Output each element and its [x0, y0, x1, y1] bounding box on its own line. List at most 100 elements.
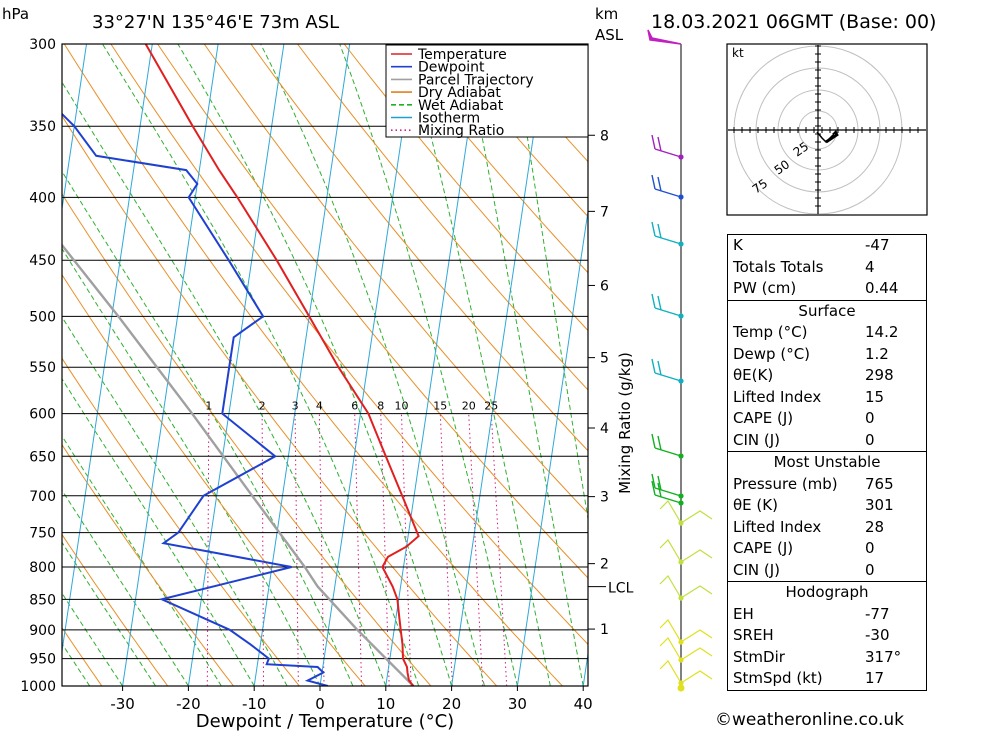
wind-level-dot	[678, 453, 684, 459]
wind-barb-icon	[657, 435, 662, 451]
height-tick-label: 3	[600, 490, 609, 506]
wind-barb-icon	[654, 447, 682, 457]
plot-frame	[61, 43, 589, 687]
pressure-tick-label: 1000	[20, 679, 56, 695]
storm-motion-arrow-icon	[825, 132, 839, 144]
wind-barb-icon	[657, 223, 662, 239]
mixing-ratio-label: 20	[462, 400, 476, 413]
wet-adiabat-line	[177, 44, 453, 686]
pressure-tick-label: 500	[29, 309, 56, 325]
pressure-tick-label: 800	[29, 560, 56, 576]
hodograph-stats-row: StmSpd (kt) 17	[733, 669, 885, 687]
isotherm-line	[516, 207, 588, 686]
mixing-ratio-labels: 1 2 3 4 6 8 10 15 20 25	[205, 400, 498, 413]
wind-barb-icon	[657, 176, 662, 192]
wind-barb-icon	[659, 637, 682, 661]
surface-box: Surface Temp (°C) 14.2 Dewp (°C) 1.2 θE(K)…	[727, 299, 927, 451]
dry-adiabat-line	[250, 44, 588, 452]
pressure-tick-label: 750	[29, 526, 56, 542]
dry-adiabat-line	[110, 44, 588, 646]
height-axis: 1 2 3 4 5 6 7 8 LCL	[588, 128, 634, 638]
mixing-ratio-line	[380, 413, 390, 686]
isotherm-line	[451, 44, 548, 686]
lcl-label: LCL	[608, 581, 634, 597]
height-tick-label: 1	[600, 622, 609, 638]
wind-surface-dot	[677, 684, 685, 692]
wind-barb-icon	[659, 539, 682, 563]
height-tick-label: 2	[600, 557, 609, 573]
wet-adiabat-line	[62, 247, 321, 686]
indices-panel: K -47 Totals Totals 4 PW (cm) 0.44 Surface …	[727, 234, 927, 691]
wind-level-dot	[678, 595, 684, 601]
wind-barb-icon	[657, 136, 662, 152]
most-unstable-row: CIN (J) 0	[733, 560, 875, 579]
wet-adiabat-line	[260, 44, 485, 686]
most-unstable-row: CAPE (J) 0	[733, 539, 875, 557]
wet-adiabat-line	[62, 489, 189, 686]
mixing-ratio-label: 25	[484, 400, 498, 413]
legend-label: Dry Adiabat	[418, 85, 501, 101]
station-location: 33°27'N 135°46'E 73m ASL	[92, 12, 339, 33]
mixing-ratio-line	[439, 413, 453, 686]
isotherm-line	[385, 44, 482, 686]
temperature-tick-label: -20	[176, 695, 201, 713]
wind-barb-icon	[651, 293, 656, 309]
wind-level-dot	[678, 194, 684, 200]
index-row-totals: Totals Totals 4	[733, 257, 875, 276]
isotherm-line	[122, 44, 219, 686]
dry-adiabat-line	[297, 44, 588, 391]
wind-barb-icon	[654, 307, 682, 317]
most-unstable-row: Pressure (mb) 765	[733, 474, 894, 493]
mixing-ratio-line	[354, 413, 363, 686]
wind-barb-icon	[651, 134, 656, 150]
hodograph-stats-row: StmDir 317°	[733, 647, 902, 666]
x-axis-label: Dewpoint / Temperature (°C)	[196, 711, 454, 732]
wind-barb-icon	[651, 473, 656, 489]
height-unit-top: km	[595, 5, 618, 23]
wind-level-dot	[678, 493, 684, 499]
wind-barb-icon	[654, 148, 682, 158]
pressure-tick-label: 350	[29, 119, 56, 135]
legend-label: Wet Adiabat	[418, 98, 504, 114]
pressure-tick-label: 950	[29, 652, 56, 668]
dry-adiabat-line	[62, 533, 169, 686]
isotherm-line	[0, 44, 21, 686]
wind-level-dot	[678, 241, 684, 247]
wind-barb-icon	[657, 295, 662, 311]
wind-barb-icon	[654, 494, 682, 504]
wind-barb-icon	[659, 575, 682, 599]
profile-series	[62, 44, 420, 686]
pressure-tick-label: 400	[29, 190, 56, 206]
pressure-tick-label: 650	[29, 449, 56, 465]
storm-motion-arrowhead-icon	[832, 130, 838, 134]
legend-label: Dewpoint	[418, 60, 485, 76]
mixing-ratio-label: 6	[351, 400, 358, 413]
wind-level-dot	[678, 313, 684, 319]
pressure-tick-label: 700	[29, 489, 56, 505]
surface-row: Temp (°C) 14.2	[733, 323, 899, 341]
wet-adiabat-line	[339, 44, 518, 686]
pressure-tick-label: 600	[29, 407, 56, 423]
dry-adiabat-line	[63, 44, 563, 686]
mixing-ratio-label: 1	[205, 400, 212, 413]
mixing-ratio-axis-label: Mixing Ratio (g/kg)	[616, 352, 634, 494]
wind-barb-icon	[657, 482, 662, 498]
wind-barb-column	[647, 29, 713, 692]
mixing-ratio-label: 4	[316, 400, 323, 413]
isotherm-line	[319, 44, 416, 686]
temperature-tick-label: 20	[442, 695, 461, 713]
isotherms	[0, 44, 588, 686]
hodograph-stats-box: Hodograph EH -77 SREH -30 StmDir 317° StmSp…	[727, 581, 927, 691]
wind-level-dot	[678, 639, 684, 645]
mixing-ratio-line	[261, 413, 265, 686]
height-tick-label: 6	[600, 278, 609, 294]
surface-row: Dewp (°C) 1.2	[733, 344, 889, 363]
run-datetime: 18.03.2021 06GMT (Base: 00)	[651, 11, 936, 33]
wind-level-dot	[678, 680, 684, 686]
wind-barb-icon	[651, 174, 656, 190]
height-tick-label: 4	[600, 421, 609, 437]
temperature-tick-label: 40	[574, 695, 593, 713]
wet-adiabats	[62, 44, 588, 686]
wind-barb-icon	[680, 585, 713, 599]
copyright-link[interactable]: ©weatheronline.co.uk	[715, 710, 905, 730]
